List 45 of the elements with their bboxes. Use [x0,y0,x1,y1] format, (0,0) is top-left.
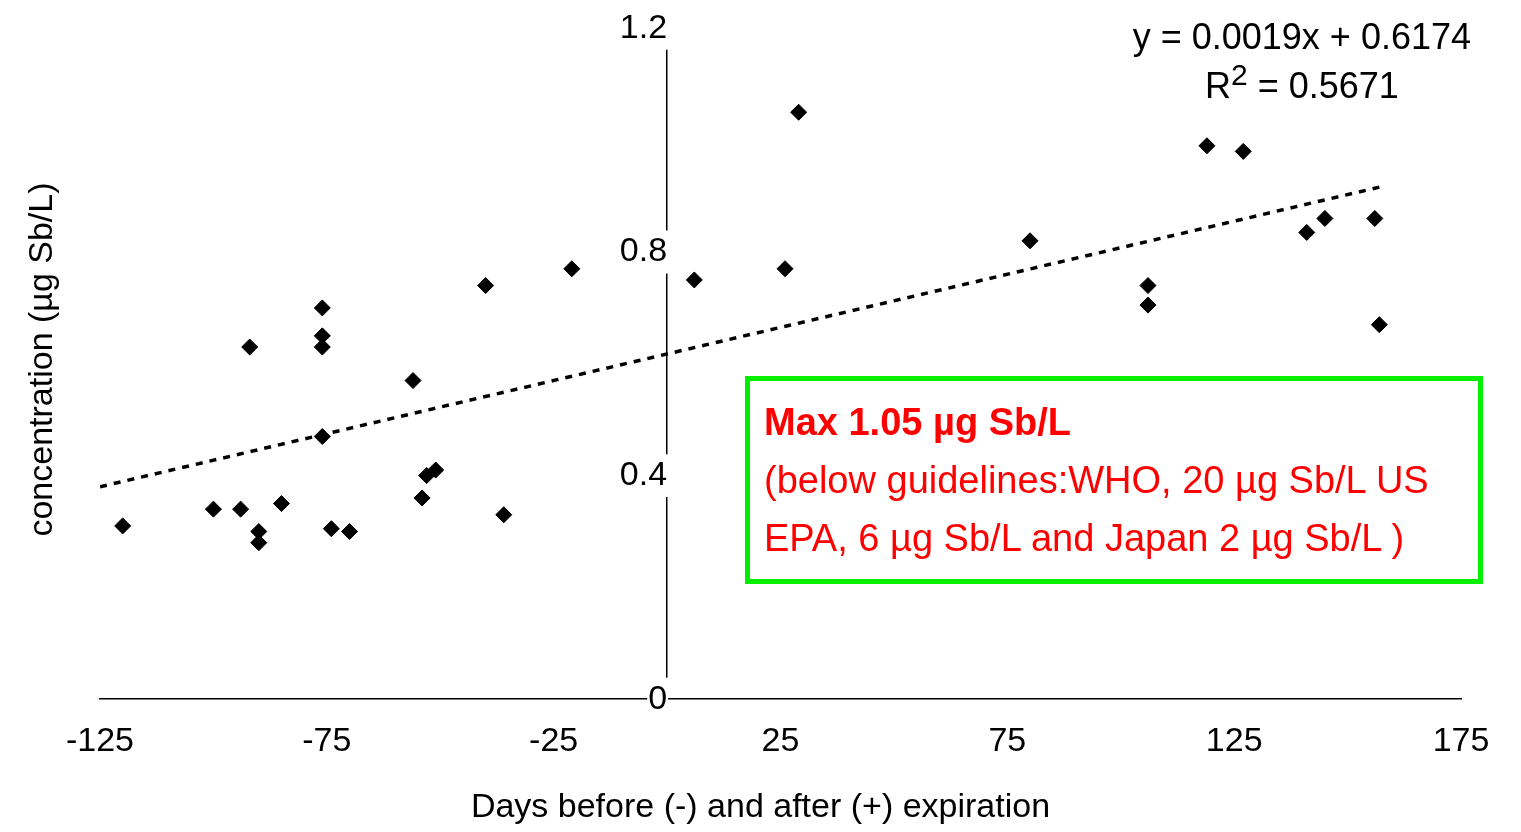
point [341,523,359,540]
point [1370,316,1388,334]
point [495,506,513,524]
point [1234,142,1252,160]
y-tick-label: 1.2 [619,6,668,45]
x-tick-label: 175 [1432,719,1490,758]
point [1021,232,1039,250]
point [114,517,132,535]
point [790,103,808,121]
point [563,260,581,278]
x-axis-title: Days before (-) and after (+) expiration [469,786,1052,825]
y-tick-label: 0.4 [619,453,668,492]
point [313,299,331,317]
point [241,338,259,356]
x-tick-label: 25 [761,719,800,758]
x-tick-label: -75 [302,719,352,758]
point [413,489,431,507]
x-tick-label: 75 [988,719,1027,758]
annotation: (below guidelines:WHO, 20 µg Sb/L US EPA, 6 µg Sb/L and Japan 2 µg Sb/L ) [764,458,1430,561]
x-tick-label: 125 [1205,719,1263,758]
point [404,372,422,390]
point [1139,277,1157,295]
point [313,427,331,445]
y-tick-label: 0.8 [619,230,668,269]
text-frame: Max 1.05 µg Sb/L (below guidelines:WHO, 20 µg Sb/L US EPA, 6 µg Sb/L and Japan 2 µg Sb/L ) [745,376,1483,584]
point [232,500,250,518]
point [1298,223,1316,241]
annotation: R$^{2}$ = 0.5671 [1203,58,1400,107]
point [1198,137,1216,155]
point [1316,209,1334,227]
point [272,495,290,513]
point [427,461,445,479]
x-tick-label: -25 [529,719,579,758]
annotation: Max 1.05 µg Sb/L [764,400,1072,445]
point [477,277,495,295]
point [204,500,222,518]
point [776,260,794,278]
y-axis-title: concentration (µg Sb/L) [20,181,60,539]
point [322,520,340,538]
point [685,271,703,289]
point [1139,296,1157,314]
annotation: y = 0.0019x + 0.6174 [1132,16,1471,58]
x-tick-label: -125 [65,719,135,758]
point [1366,209,1384,227]
y-tick-label: 0 [648,677,668,716]
